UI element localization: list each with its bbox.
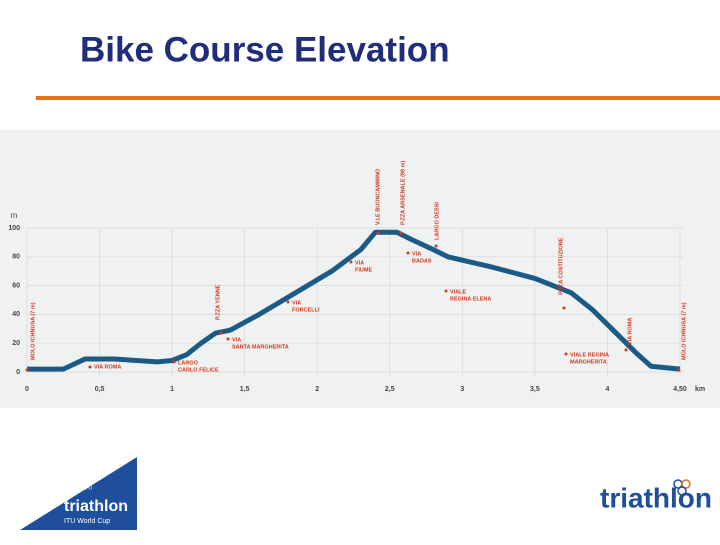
y-tick-label: 20 <box>12 340 20 347</box>
title-rule <box>36 96 720 100</box>
x-axis-label: km <box>695 386 705 393</box>
logo-text: ITU World Cup <box>64 518 110 525</box>
annotation-marker <box>564 352 568 356</box>
annotation-marker <box>25 368 29 372</box>
x-tick-label: 3,5 <box>530 386 540 393</box>
y-axis-label: m <box>11 211 18 220</box>
annotation-marker <box>349 260 353 264</box>
x-tick-label: 4 <box>605 386 609 393</box>
logo-text: CAGLIARI <box>64 486 92 492</box>
annotation: VIA ROMA <box>627 318 633 345</box>
annotation: VIA <box>412 251 421 257</box>
x-tick-label: 0 <box>25 386 29 393</box>
annotation-marker <box>172 360 176 364</box>
left-logo <box>20 457 137 530</box>
y-tick-label: 80 <box>12 254 20 261</box>
annotation: MOLO ICHNUSA (7 m) <box>30 302 36 360</box>
annotation: P.ZZA ARSENALE (98 m) <box>400 161 406 225</box>
annotation: VIA <box>232 337 241 343</box>
annotation: P.ZZA COSTITUZIONE <box>558 237 564 295</box>
annotation: V.LE BUONCAMMINO <box>375 168 381 225</box>
x-tick-label: 0,5 <box>95 386 105 393</box>
annotation-marker <box>444 289 448 293</box>
y-tick-label: 100 <box>8 225 20 232</box>
x-tick-label: 1 <box>170 386 174 393</box>
x-tick-label: 3 <box>460 386 464 393</box>
annotation-marker <box>434 244 438 248</box>
y-tick-label: 0 <box>16 369 20 376</box>
x-tick-label: 2 <box>315 386 319 393</box>
x-tick-label: 1,5 <box>240 386 250 393</box>
annotation: P.ZZA YENNE <box>215 284 221 320</box>
annotation-marker <box>88 365 92 369</box>
logo-text: triathlon <box>600 482 712 513</box>
annotation: VIALE <box>450 289 467 295</box>
annotation: REGINA ELENA <box>450 296 491 302</box>
annotation: VIA <box>292 300 301 306</box>
y-tick-label: 60 <box>12 282 20 289</box>
annotation: MARGHERITA <box>570 359 607 365</box>
logo-ring <box>681 479 691 489</box>
annotation-marker <box>399 231 403 235</box>
annotation-marker <box>624 348 628 352</box>
annotation-marker <box>219 331 223 335</box>
annotation-marker <box>562 306 566 310</box>
annotation-marker <box>376 231 380 235</box>
x-tick-label: 2,5 <box>385 386 395 393</box>
slide-title: Bike Course Elevation <box>80 30 450 69</box>
annotation: VIA <box>355 260 364 266</box>
logo-text: triathlon <box>64 498 128 515</box>
annotation: SANTA MARGHERITA <box>232 344 289 350</box>
annotation: LARGO <box>178 360 199 366</box>
annotation-marker <box>677 368 681 372</box>
annotation: MOLO ICHNUSA (7 m) <box>681 302 687 360</box>
annotation: CARLO FELICE <box>178 367 219 373</box>
annotation: FORCELLI <box>292 307 320 313</box>
annotation: FIUME <box>355 267 372 273</box>
annotation-marker <box>226 337 230 341</box>
x-tick-label: 4,50 <box>673 386 687 393</box>
logo-ring <box>677 486 687 496</box>
annotation: LARGO DESSI <box>434 202 440 240</box>
elevation-line <box>27 229 681 372</box>
annotation: BADAS <box>412 258 432 264</box>
annotation-marker <box>286 300 290 304</box>
annotation: VIA ROMA <box>94 364 121 370</box>
annotation-marker <box>406 251 410 255</box>
annotation: VIALE REGINA <box>570 352 609 358</box>
y-tick-label: 40 <box>12 311 20 318</box>
